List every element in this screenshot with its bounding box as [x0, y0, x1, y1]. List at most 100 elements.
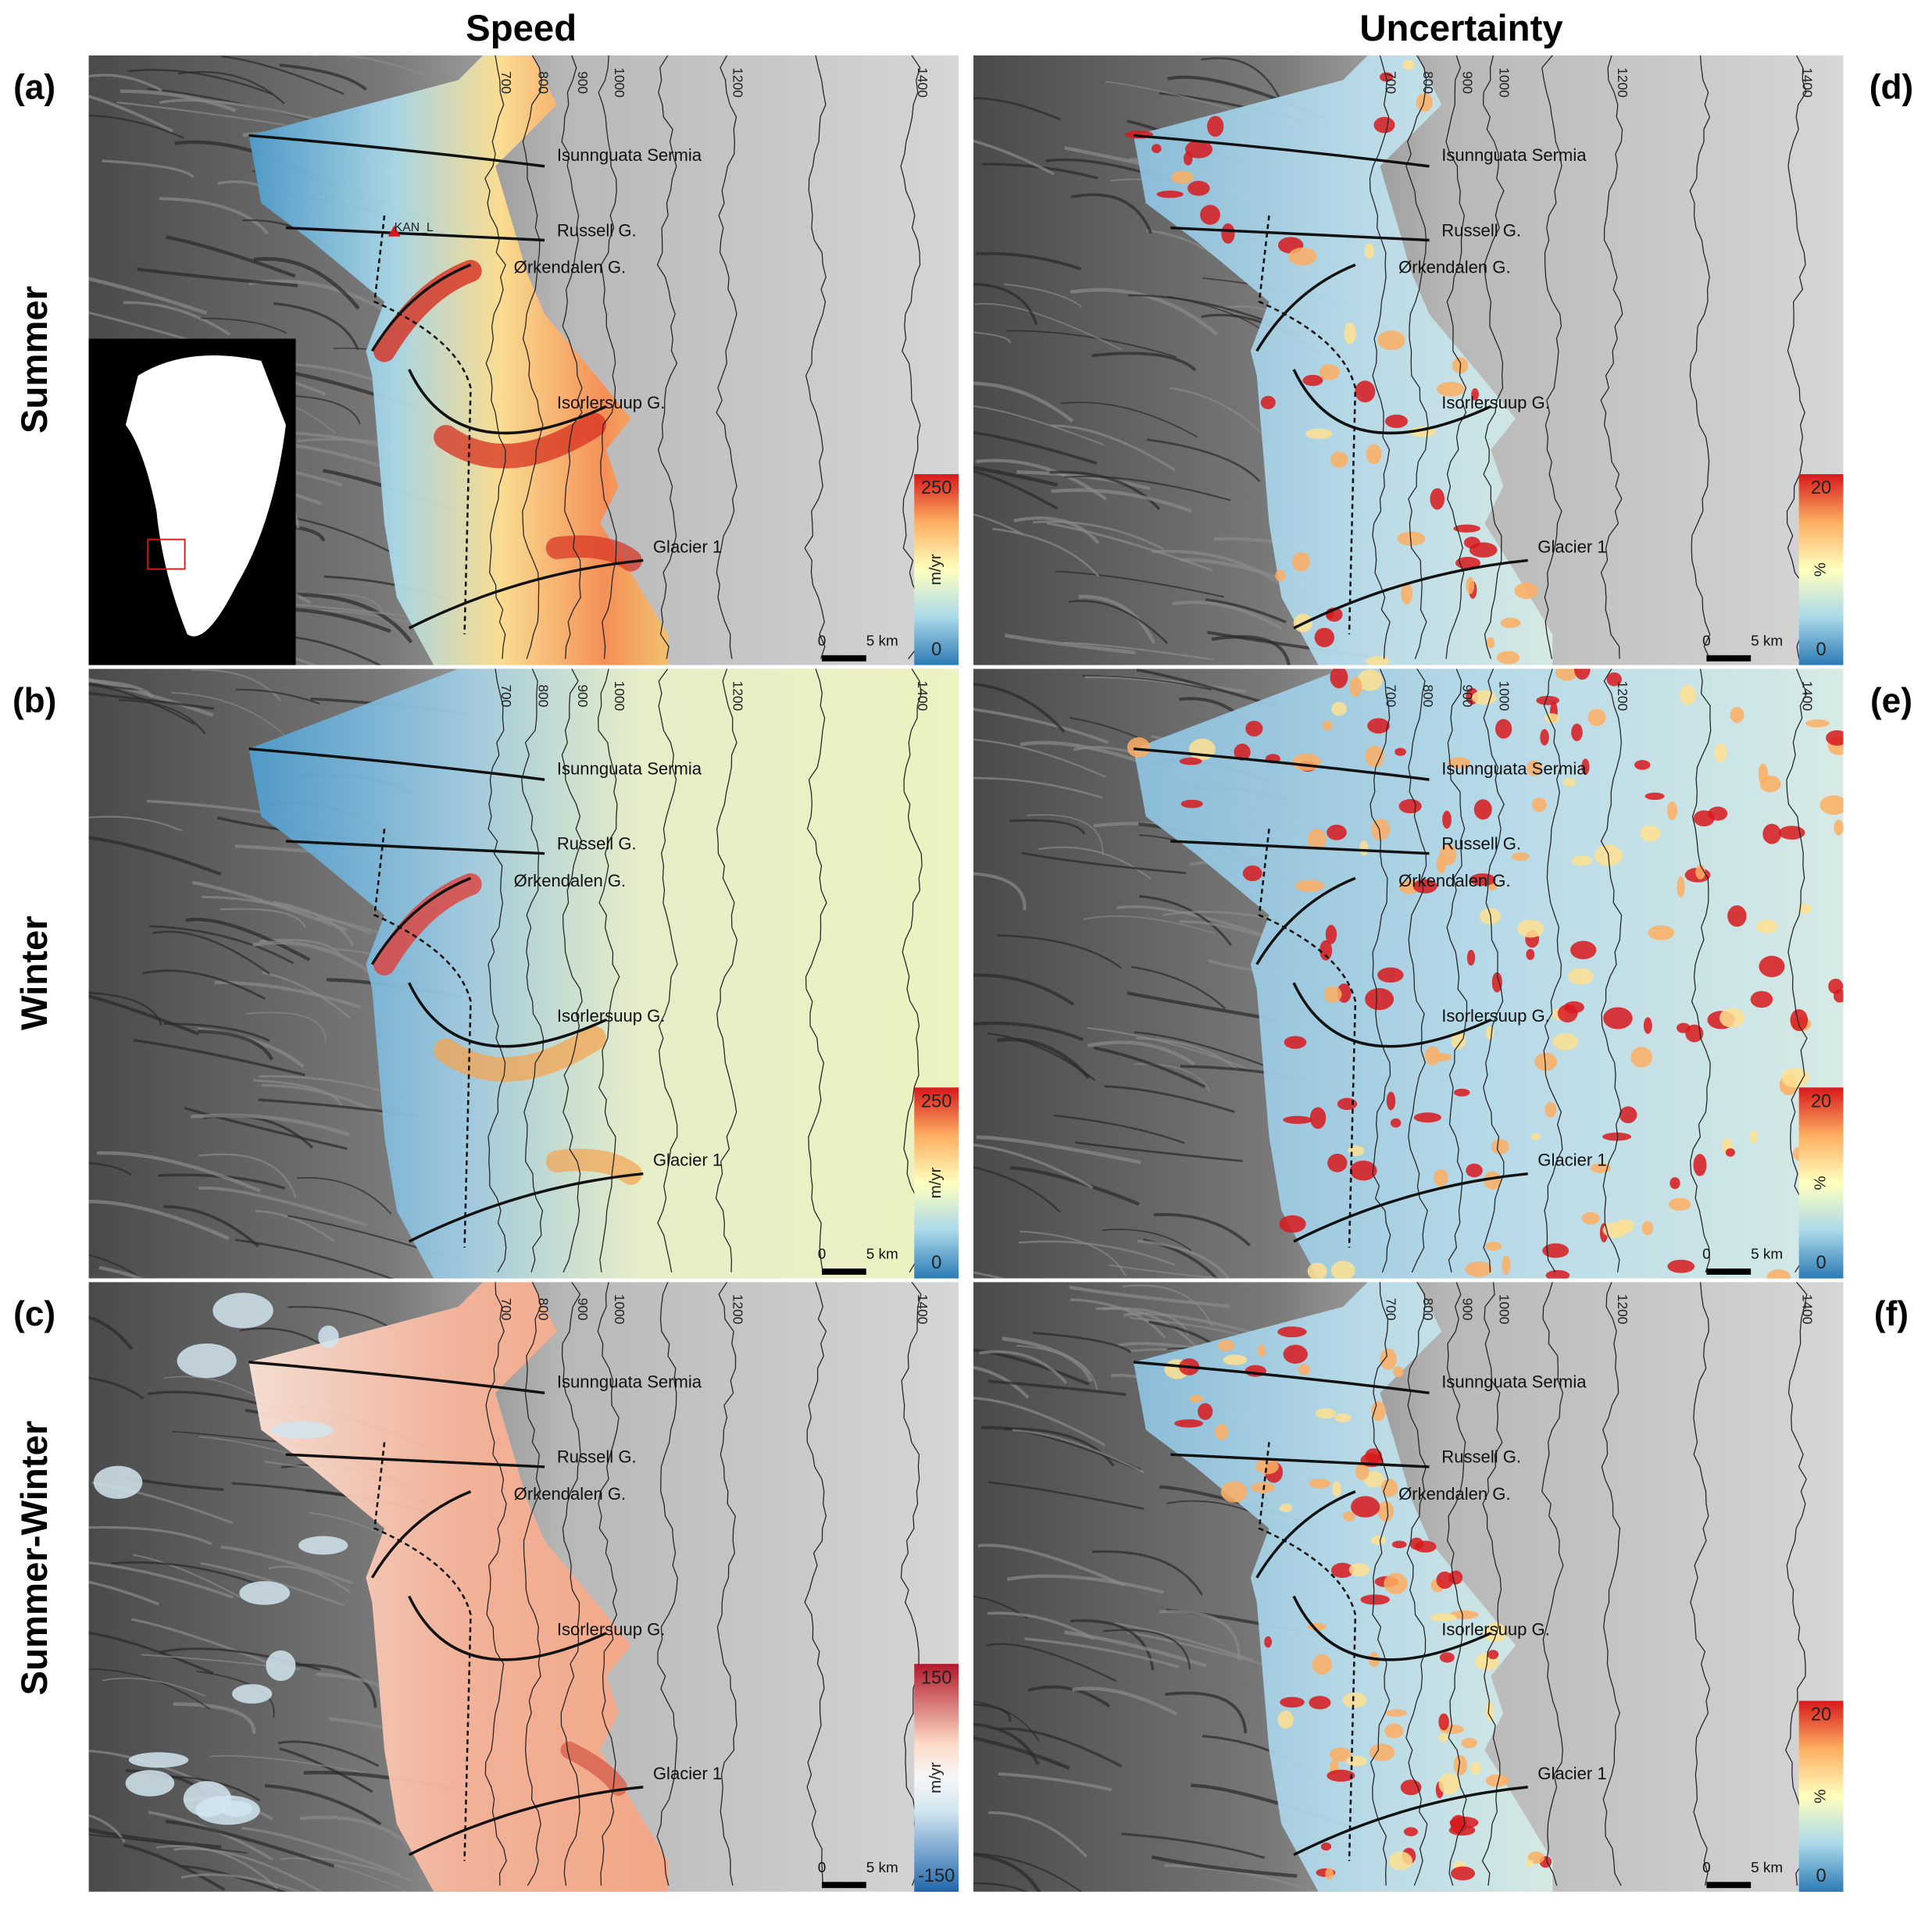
elevation-contour	[1600, 55, 1623, 659]
uncertainty-patch	[1319, 364, 1340, 380]
terrain-ridge	[120, 89, 237, 112]
uncertainty-patch	[1377, 330, 1405, 351]
terrain-ridge	[1137, 1240, 1230, 1279]
uncertainty-patch	[1198, 1403, 1213, 1420]
elevation-contour	[561, 55, 583, 659]
contour-label: 700	[498, 684, 514, 707]
uncertainty-patch	[1511, 852, 1530, 861]
uncertainty-patch	[1355, 1463, 1370, 1480]
colorbar-min-label: 0	[1816, 640, 1826, 660]
terrain-ridge	[296, 1176, 392, 1215]
terrain-ridge	[178, 71, 285, 105]
uncertainty-patch	[1483, 1622, 1508, 1643]
terrain-ridge	[88, 679, 154, 699]
terrain-ridge	[1170, 387, 1263, 434]
glacier-label: Glacier 1	[1537, 1764, 1606, 1783]
terrain-ridge	[191, 1113, 350, 1136]
elevation-contour	[522, 55, 544, 659]
uncertainty-patch	[1534, 1052, 1558, 1072]
terrain-ridge	[88, 683, 195, 726]
uncertainty-patch	[1442, 810, 1452, 829]
uncertainty-patch	[1384, 1723, 1404, 1739]
uncertainty-patch	[1152, 144, 1162, 154]
colorbar-max-label: 20	[1811, 1705, 1831, 1725]
colorbar	[914, 474, 959, 665]
terrain-ridge	[133, 1039, 305, 1076]
flowline	[408, 1172, 644, 1243]
ice-divide	[373, 829, 472, 1248]
uncertainty-patch	[1385, 1709, 1407, 1717]
uncertainty-patch	[1645, 792, 1665, 801]
contour-label: 800	[1420, 684, 1436, 707]
glacier-label: Isunnguata Sermia	[1441, 145, 1587, 165]
colorbar	[914, 1087, 959, 1279]
uncertainty-patch	[1616, 1219, 1634, 1233]
uncertainty-patch	[1295, 880, 1324, 892]
colorbar-min-label: 0	[1816, 1866, 1826, 1886]
fast-flow	[373, 872, 482, 976]
uncertainty-patch	[1530, 1133, 1541, 1140]
terrain-ridge	[137, 267, 298, 287]
uncertainty-patch	[1669, 1197, 1691, 1211]
uncertainty-patch	[1357, 669, 1383, 691]
uncertainty-patch	[1542, 1243, 1570, 1258]
terrain-ridge	[180, 1873, 304, 1892]
uncertainty-patch	[1473, 799, 1492, 820]
terrain-ridge	[88, 1561, 234, 1599]
uncertainty-patch	[1730, 706, 1745, 723]
terrain-ridge	[1069, 1286, 1230, 1308]
contour-label: 800	[1420, 71, 1436, 94]
row-title: Winter	[14, 915, 55, 1030]
scale-bar-label: 0	[1702, 633, 1711, 650]
terrain-ridge	[1018, 1240, 1176, 1266]
fast-flow	[373, 259, 482, 362]
uncertainty-patch	[1759, 775, 1781, 793]
column-title: Uncertainty	[1359, 8, 1563, 49]
contour-label: 900	[575, 1298, 591, 1321]
glacier-label: Glacier 1	[653, 1764, 722, 1783]
uncertainty-patch	[1349, 676, 1362, 698]
uncertainty-patch	[1603, 1007, 1633, 1029]
elevation-contour	[1481, 1282, 1503, 1886]
terrain-ridge	[973, 1271, 1007, 1279]
terrain-ridge	[253, 257, 360, 310]
scale-bar-label: 0	[818, 633, 827, 650]
uncertainty-patch	[1527, 760, 1542, 776]
uncertainty-patch	[1279, 1504, 1293, 1513]
uncertainty-patch	[1643, 1017, 1652, 1034]
terrain-ridge	[88, 692, 214, 710]
flowline	[408, 1595, 607, 1661]
terrain-ridge	[1078, 594, 1156, 644]
uncertainty-patch	[1220, 1481, 1248, 1503]
uncertainty-patch	[1369, 1743, 1395, 1761]
terrain-ridge	[1060, 401, 1198, 438]
terrain-ridge	[1004, 283, 1083, 308]
terrain-ridge	[191, 880, 348, 932]
uncertainty-patch	[1283, 1344, 1308, 1364]
change-patch	[232, 1684, 273, 1704]
terrain-ridge	[1016, 1344, 1098, 1390]
terrain-ridge	[88, 95, 173, 133]
contour-label: 700	[1383, 1298, 1398, 1321]
uncertainty-patch	[1454, 1088, 1470, 1097]
uncertainty-patch	[1552, 1033, 1579, 1051]
elevation-contour	[521, 669, 545, 1272]
terrain-ridge	[973, 1700, 1040, 1742]
terrain-ridge	[127, 69, 273, 95]
terrain-ridge	[973, 139, 1055, 176]
uncertainty-patch	[1634, 760, 1651, 770]
flowline	[285, 226, 545, 242]
uncertainty-patch	[1466, 1163, 1483, 1178]
uncertainty-patch	[1342, 1692, 1367, 1708]
terrain-ridge	[102, 159, 195, 179]
terrain-ridge	[1104, 1085, 1235, 1113]
contour-label: 1200	[1615, 1294, 1630, 1325]
change-patch	[318, 1326, 339, 1348]
elevation-contour	[523, 1282, 541, 1886]
elevation-contour	[1784, 1282, 1808, 1886]
terrain-ridge	[997, 934, 1122, 969]
contour-label: 700	[1383, 71, 1398, 94]
terrain-ridge	[173, 1702, 256, 1734]
terrain-ridge	[1153, 1213, 1251, 1247]
uncertainty-patch	[1820, 795, 1844, 815]
